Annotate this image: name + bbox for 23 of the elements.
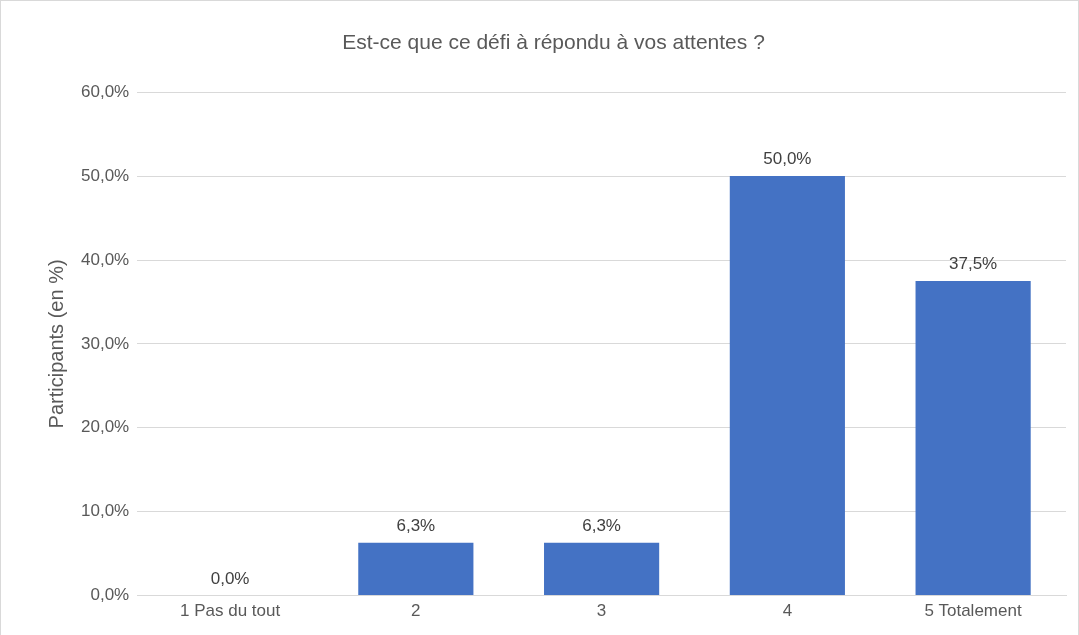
y-tick-label: 10,0%: [81, 501, 130, 521]
data-label: 6,3%: [396, 515, 436, 535]
data-label: 50,0%: [763, 149, 812, 169]
x-tick-label: 1 Pas du tout: [179, 601, 281, 621]
data-label: 37,5%: [949, 254, 998, 274]
y-tick-label: 50,0%: [81, 165, 130, 185]
data-label: 6,3%: [582, 515, 621, 535]
x-tick-label: 4: [782, 601, 793, 621]
y-tick-label: 60,0%: [81, 81, 130, 101]
x-tick-label: 2: [411, 601, 421, 621]
y-tick-label: 30,0%: [81, 333, 130, 353]
chart-title: Est-ce que ce défi à répondu à vos attentes ?: [342, 30, 765, 54]
data-label: 0,0%: [210, 568, 250, 588]
y-axis-title: Participants (en %): [44, 259, 67, 429]
y-tick-label: 20,0%: [81, 417, 130, 437]
bar: [915, 280, 1031, 596]
bar: [729, 176, 845, 596]
bar: [544, 542, 660, 596]
x-tick-label: 5 Totalement: [924, 601, 1022, 621]
x-tick-label: 3: [596, 601, 607, 621]
y-tick-label: 0,0%: [90, 585, 130, 605]
bar: [358, 542, 474, 596]
y-tick-label: 40,0%: [81, 249, 130, 269]
